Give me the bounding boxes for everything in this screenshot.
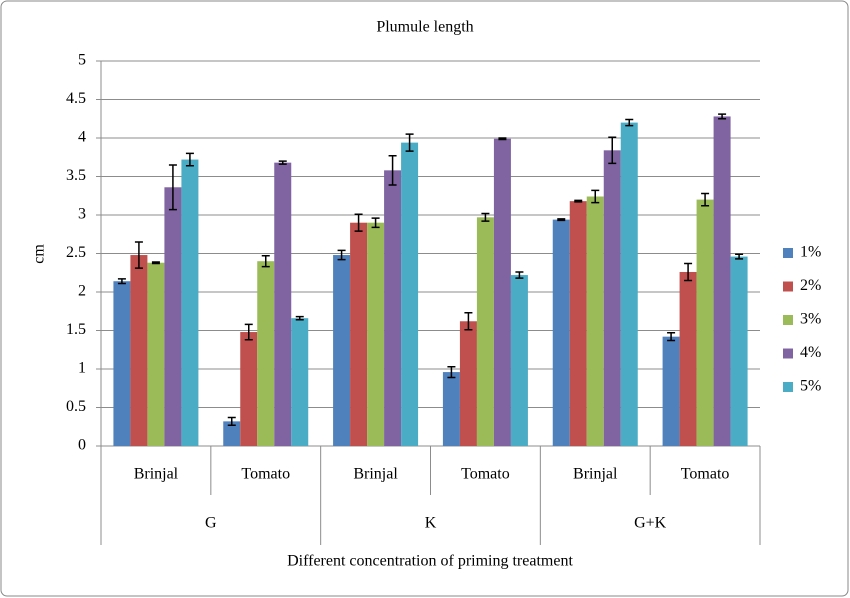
- y-tick-label: 2: [78, 283, 86, 300]
- y-axis-title: cm: [31, 244, 48, 264]
- x-tick-label: Tomato: [241, 466, 290, 483]
- x-tick-label: Brinjal: [353, 466, 398, 483]
- chart-title: Plumule length: [376, 19, 473, 36]
- x-tick-label: Brinjal: [134, 466, 179, 483]
- bar: [350, 222, 368, 446]
- error-bar: [701, 192, 710, 207]
- bar: [442, 372, 460, 446]
- bar: [730, 256, 748, 446]
- error-bar: [295, 315, 304, 321]
- bar: [696, 199, 714, 446]
- error-bar: [405, 133, 414, 152]
- y-tick-label: 4: [78, 129, 86, 146]
- y-tick-label: 2.5: [66, 244, 86, 261]
- bar: [662, 336, 680, 446]
- bar: [569, 201, 587, 446]
- legend-label: 3%: [800, 311, 821, 328]
- bar: [493, 138, 511, 446]
- error-bar: [371, 217, 380, 229]
- legend-label: 5%: [800, 378, 821, 395]
- bar: [333, 255, 351, 446]
- error-bar: [718, 113, 727, 120]
- error-bar: [337, 249, 346, 261]
- x-tick-label: Tomato: [681, 466, 730, 483]
- error-bar: [388, 154, 397, 186]
- y-tick-label: 1.5: [66, 321, 86, 338]
- error-bar: [574, 199, 583, 203]
- error-bar: [557, 218, 566, 222]
- bar: [223, 421, 241, 446]
- group-label: G: [205, 515, 217, 532]
- error-bar: [481, 212, 490, 222]
- error-bar: [185, 152, 194, 167]
- bar: [620, 122, 638, 446]
- legend-swatch: [783, 382, 793, 392]
- error-bar: [625, 118, 634, 127]
- error-bar: [608, 136, 617, 165]
- error-bar: [591, 189, 600, 204]
- legend-label: 1%: [800, 244, 821, 261]
- legend-swatch: [783, 315, 793, 325]
- bar: [274, 162, 292, 446]
- error-bar: [515, 271, 524, 279]
- bar: [713, 116, 731, 446]
- bar: [240, 332, 258, 446]
- group-label: G+K: [634, 515, 667, 532]
- bar: [164, 187, 182, 446]
- y-tick-label: 3.5: [66, 167, 86, 184]
- error-bar: [244, 323, 253, 341]
- group-label: K: [425, 515, 437, 532]
- bar: [603, 150, 621, 446]
- bar: [257, 261, 275, 446]
- y-tick-label: 1: [78, 360, 86, 377]
- error-bar: [667, 332, 676, 342]
- x-tick-label: Brinjal: [573, 466, 618, 483]
- bar: [679, 271, 697, 446]
- x-tick-label: Tomato: [461, 466, 510, 483]
- bar: [291, 318, 309, 446]
- legend-swatch: [783, 281, 793, 292]
- legend-label: 4%: [800, 344, 821, 361]
- bar: [113, 281, 131, 446]
- error-bar: [168, 164, 177, 211]
- y-tick-label: 0: [78, 437, 86, 454]
- error-bar: [684, 262, 693, 282]
- legend-swatch: [783, 348, 793, 359]
- bar: [510, 275, 528, 446]
- error-bar: [117, 278, 126, 285]
- error-bar: [278, 160, 287, 165]
- bar: [459, 321, 477, 446]
- x-axis-title: Different concentration of priming treat…: [287, 553, 573, 570]
- error-bar: [735, 253, 744, 260]
- y-tick-label: 3: [78, 206, 86, 223]
- error-bar: [134, 241, 143, 269]
- bar: [367, 222, 385, 446]
- bar: [147, 262, 165, 446]
- error-bar: [447, 365, 456, 379]
- y-tick-label: 5: [78, 52, 86, 69]
- error-bar: [151, 261, 160, 265]
- bar: [476, 217, 494, 446]
- error-bar: [354, 213, 363, 232]
- error-bar: [261, 255, 270, 268]
- error-bar: [498, 137, 507, 141]
- legend-swatch: [783, 248, 793, 258]
- legend-label: 2%: [800, 277, 821, 294]
- bar: [181, 159, 199, 446]
- bar: [384, 170, 402, 446]
- bar: [130, 255, 148, 446]
- bar: [586, 196, 604, 446]
- y-tick-label: 4.5: [66, 90, 86, 107]
- bar: [401, 142, 419, 446]
- bar: [552, 219, 570, 446]
- error-bar: [227, 416, 236, 426]
- error-bar: [464, 312, 473, 331]
- y-tick-label: 0.5: [66, 398, 86, 415]
